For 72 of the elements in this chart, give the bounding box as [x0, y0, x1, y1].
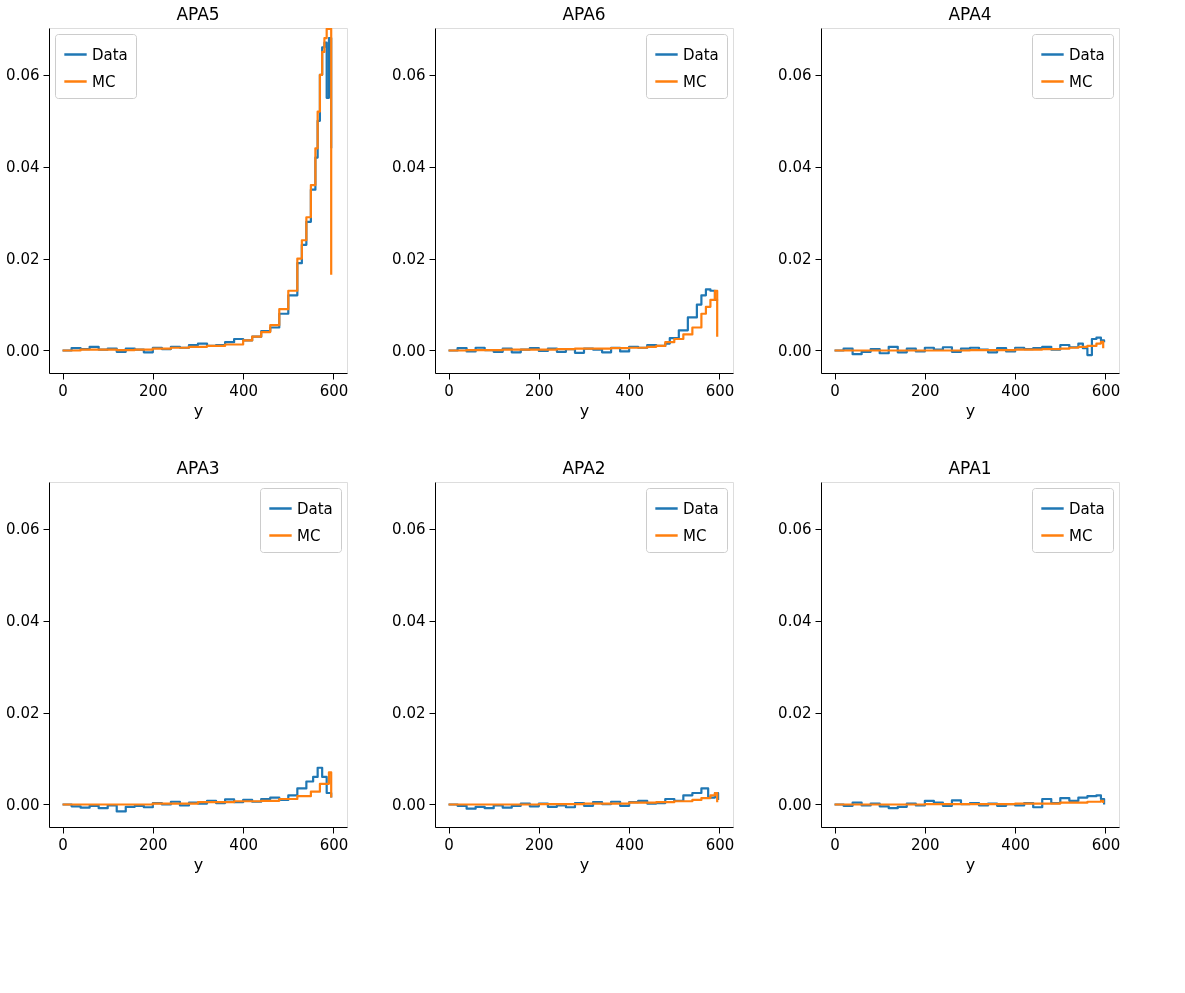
y-tick-label: 0.06	[392, 66, 426, 85]
y-tick-label: 0.02	[6, 704, 40, 723]
x-tick-label: 400	[615, 835, 644, 854]
legend-label: MC	[1069, 72, 1093, 91]
y-tick-label: 0.06	[6, 520, 40, 539]
x-axis-title: y	[579, 400, 590, 420]
x-tick-label: 600	[1091, 835, 1121, 854]
x-tick-label: 0	[444, 381, 454, 400]
chart-title: APA3	[176, 458, 220, 478]
legend-label: Data	[1069, 45, 1105, 64]
x-axis-title: y	[193, 854, 204, 874]
y-tick-label: 0.04	[392, 612, 426, 631]
chart-title: APA1	[948, 458, 992, 478]
x-axis-title: y	[193, 400, 204, 420]
legend-label: Data	[683, 499, 719, 518]
y-tick-label: 0.02	[778, 250, 812, 269]
legend-label: Data	[297, 499, 333, 518]
y-tick-label: 0.00	[6, 341, 40, 360]
x-tick-label: 600	[319, 835, 349, 854]
x-tick-label: 600	[705, 835, 735, 854]
x-tick-label: 0	[444, 835, 454, 854]
y-tick-label: 0.04	[392, 158, 426, 177]
chart-title: APA4	[948, 4, 992, 24]
x-tick-label: 200	[911, 381, 940, 400]
x-tick-label: 400	[1001, 381, 1030, 400]
y-tick-label: 0.00	[392, 341, 426, 360]
x-tick-label: 200	[525, 381, 554, 400]
legend-label: MC	[1069, 526, 1093, 545]
y-tick-label: 0.04	[778, 158, 812, 177]
x-tick-label: 400	[615, 381, 644, 400]
chart-title: APA6	[562, 4, 606, 24]
y-tick-label: 0.02	[778, 704, 812, 723]
x-tick-label: 200	[139, 835, 168, 854]
y-tick-label: 0.00	[778, 341, 812, 360]
x-tick-label: 600	[1091, 381, 1121, 400]
legend-label: MC	[92, 72, 116, 91]
x-tick-label: 0	[58, 381, 68, 400]
y-tick-label: 0.00	[778, 795, 812, 814]
x-tick-label: 200	[139, 381, 168, 400]
y-tick-label: 0.06	[392, 520, 426, 539]
x-axis-title: y	[965, 854, 976, 874]
chart-title: APA2	[562, 458, 606, 478]
y-tick-label: 0.04	[6, 612, 40, 631]
y-tick-label: 0.00	[392, 795, 426, 814]
x-tick-label: 400	[1001, 835, 1030, 854]
y-tick-label: 0.02	[392, 250, 426, 269]
legend-label: MC	[683, 72, 707, 91]
y-tick-label: 0.00	[6, 795, 40, 814]
x-tick-label: 200	[911, 835, 940, 854]
legend-label: Data	[683, 45, 719, 64]
legend-label: Data	[92, 45, 128, 64]
x-tick-label: 400	[229, 835, 258, 854]
x-tick-label: 0	[830, 381, 840, 400]
x-axis-title: y	[965, 400, 976, 420]
y-tick-label: 0.04	[6, 158, 40, 177]
legend-label: MC	[297, 526, 321, 545]
chart-title: APA5	[176, 4, 220, 24]
y-tick-label: 0.04	[778, 612, 812, 631]
x-tick-label: 0	[830, 835, 840, 854]
x-axis-title: y	[579, 854, 590, 874]
x-tick-label: 200	[525, 835, 554, 854]
y-tick-label: 0.06	[778, 66, 812, 85]
legend-label: Data	[1069, 499, 1105, 518]
y-tick-label: 0.02	[392, 704, 426, 723]
x-tick-label: 0	[58, 835, 68, 854]
x-tick-label: 600	[319, 381, 349, 400]
x-tick-label: 600	[705, 381, 735, 400]
legend-label: MC	[683, 526, 707, 545]
y-tick-label: 0.06	[778, 520, 812, 539]
x-tick-label: 400	[229, 381, 258, 400]
y-tick-label: 0.02	[6, 250, 40, 269]
y-tick-label: 0.06	[6, 66, 40, 85]
